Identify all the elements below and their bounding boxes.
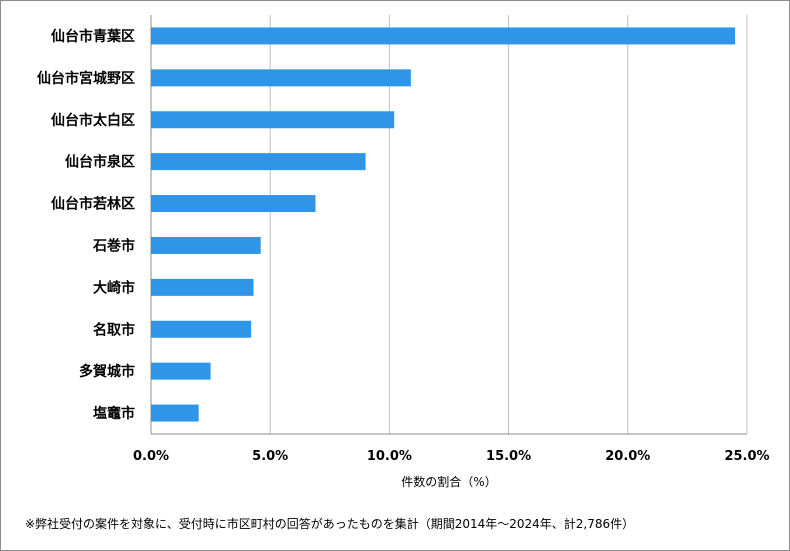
category-label: 仙台市宮城野区	[37, 70, 135, 87]
bar	[151, 320, 252, 338]
category-label: 名取市	[93, 321, 135, 338]
bar	[151, 278, 254, 296]
bar	[151, 362, 211, 380]
bar	[151, 111, 395, 129]
category-label: 塩竈市	[93, 405, 135, 422]
x-tick-label: 15.0%	[486, 449, 531, 464]
bar	[151, 27, 736, 45]
footnote: ※弊社受付の案件を対象に、受付時に市区町村の回答があったものを集計（期間2014…	[25, 517, 635, 531]
x-tick-label: 5.0%	[252, 449, 288, 464]
bar	[151, 236, 261, 254]
bar	[151, 69, 411, 87]
category-label: 仙台市若林区	[51, 196, 135, 213]
category-label: 仙台市泉区	[65, 154, 135, 171]
x-tick-label: 25.0%	[724, 449, 769, 464]
bar	[151, 195, 316, 213]
bar	[151, 404, 199, 422]
x-tick-label: 0.0%	[133, 449, 169, 464]
category-label: 石巻市	[92, 237, 135, 254]
x-axis-title: 件数の割合（%）	[401, 474, 496, 489]
x-tick-label: 20.0%	[605, 449, 650, 464]
category-label: 大崎市	[93, 279, 135, 296]
category-label: 仙台市青葉区	[51, 28, 135, 45]
bar	[151, 153, 366, 171]
x-tick-label: 10.0%	[367, 449, 412, 464]
category-label: 仙台市太白区	[51, 112, 135, 129]
category-label: 多賀城市	[79, 363, 135, 380]
